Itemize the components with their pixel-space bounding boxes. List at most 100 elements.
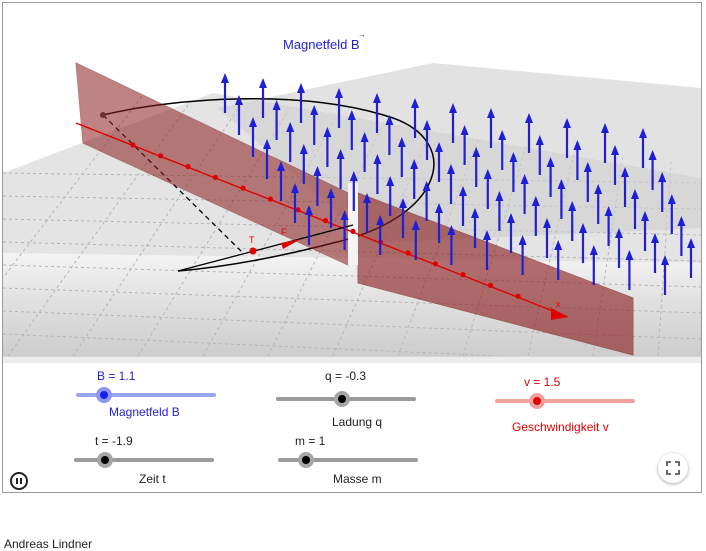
field-arrow xyxy=(411,98,419,138)
particle-trajectory xyxy=(102,98,435,272)
field-arrow xyxy=(263,139,271,179)
slider-v-caption: Geschwindigkeit v xyxy=(512,420,609,434)
slider-v[interactable] xyxy=(495,393,635,409)
field-arrow xyxy=(583,162,592,202)
field-arrow xyxy=(639,128,647,168)
slider-m-handle[interactable] xyxy=(298,452,314,468)
field-arrow xyxy=(621,167,629,207)
slider-t-value: t = -1.9 xyxy=(95,434,133,448)
field-arrow xyxy=(472,147,481,187)
slider-b-track[interactable] xyxy=(76,393,216,397)
field-arrow xyxy=(349,171,358,211)
field-arrow xyxy=(498,130,507,170)
magnetic-field-arrows xyxy=(221,73,695,295)
fullscreen-button[interactable] xyxy=(658,453,688,483)
plane-gap xyxy=(348,183,358,265)
x-axis-dot xyxy=(157,153,164,159)
slider-q-caption: Ladung q xyxy=(332,415,383,429)
graphics-3d-view[interactable]: T F x Magnetfeld B → xyxy=(3,3,701,356)
field-arrow xyxy=(399,198,407,238)
field-arrow xyxy=(604,206,613,246)
field-arrow xyxy=(340,210,349,250)
field-arrow xyxy=(594,184,603,224)
grid-line xyxy=(3,333,510,356)
field-arrow xyxy=(579,223,587,263)
slider-m-caption: Masse m xyxy=(333,472,382,486)
field-arrow xyxy=(376,215,385,255)
x-axis-arrow xyxy=(551,308,569,320)
field-arrow xyxy=(435,203,443,243)
x-axis-dot xyxy=(350,228,356,234)
x-axis-dot xyxy=(432,261,439,267)
field-arrow xyxy=(661,255,669,295)
field-arrow xyxy=(272,100,281,140)
field-arrow xyxy=(286,122,295,162)
field-arrow xyxy=(483,169,492,209)
slider-t-track[interactable] xyxy=(74,458,214,462)
velocity-direction xyxy=(177,224,354,272)
field-arrow xyxy=(601,123,609,163)
x-axis-dot xyxy=(295,207,301,213)
x-axis-dot xyxy=(185,164,191,170)
field-arrow xyxy=(397,137,406,177)
force-arrow xyxy=(281,239,301,249)
field-arrow xyxy=(305,205,313,245)
field-arrow xyxy=(313,166,322,206)
field-arrow xyxy=(411,220,420,260)
slider-v-track[interactable] xyxy=(495,399,635,403)
geogebra-applet: T F x Magnetfeld B → B = 1.1 Magnetfeld … xyxy=(2,2,702,493)
particle-point[interactable] xyxy=(249,247,257,255)
field-arrow xyxy=(509,152,518,192)
field-arrow xyxy=(422,181,431,221)
slider-t[interactable] xyxy=(74,452,214,468)
slider-m-track[interactable] xyxy=(278,458,418,462)
slider-t-handle[interactable] xyxy=(96,452,113,468)
point-label-f: F xyxy=(281,227,287,237)
field-arrow xyxy=(386,176,395,216)
x-axis-dot xyxy=(515,293,521,299)
vector-arrow-glyph: → xyxy=(358,30,366,39)
x-axis-dot xyxy=(130,142,136,148)
field-arrow xyxy=(651,233,659,273)
field-arrow xyxy=(625,250,634,290)
x-axis-dot xyxy=(322,218,329,224)
x-axis-dot xyxy=(267,196,274,202)
slider-b-caption: Magnetfeld B xyxy=(109,405,180,419)
field-arrow xyxy=(687,238,695,278)
x-axis-dot xyxy=(240,185,246,191)
x-axis-dot xyxy=(212,174,219,180)
x-axis-points xyxy=(130,142,521,299)
x-axis-dot xyxy=(405,250,411,256)
field-arrow xyxy=(487,108,495,148)
field-arrow xyxy=(310,105,319,145)
slider-v-handle[interactable] xyxy=(529,393,545,409)
field-arrow xyxy=(546,157,555,197)
slider-q-handle[interactable] xyxy=(333,391,350,407)
field-arrow xyxy=(347,110,356,150)
field-arrow xyxy=(235,95,243,135)
field-arrow xyxy=(259,78,267,118)
grid-line xyxy=(462,142,528,356)
field-arrow xyxy=(277,161,285,201)
field-arrow xyxy=(447,164,455,204)
grid-line xyxy=(7,100,192,356)
field-arrow xyxy=(291,183,299,223)
field-arrow xyxy=(423,120,431,160)
slider-m[interactable] xyxy=(278,452,418,468)
field-arrow xyxy=(449,103,457,143)
magnetic-field-label: Magnetfeld B xyxy=(283,37,360,52)
slider-b-handle[interactable] xyxy=(96,387,112,403)
slider-b[interactable] xyxy=(76,387,216,403)
slider-t-caption: Zeit t xyxy=(139,472,166,486)
field-arrow xyxy=(520,174,529,214)
field-arrow xyxy=(648,150,657,190)
grid-line xyxy=(3,264,701,288)
field-arrow xyxy=(447,225,456,265)
x-axis-dot xyxy=(487,282,494,288)
slider-q[interactable] xyxy=(276,391,416,407)
field-arrow xyxy=(563,118,571,158)
field-arrow xyxy=(495,191,504,231)
pause-button[interactable] xyxy=(10,472,28,490)
field-arrow xyxy=(327,188,335,228)
x-axis-dot xyxy=(460,272,466,278)
